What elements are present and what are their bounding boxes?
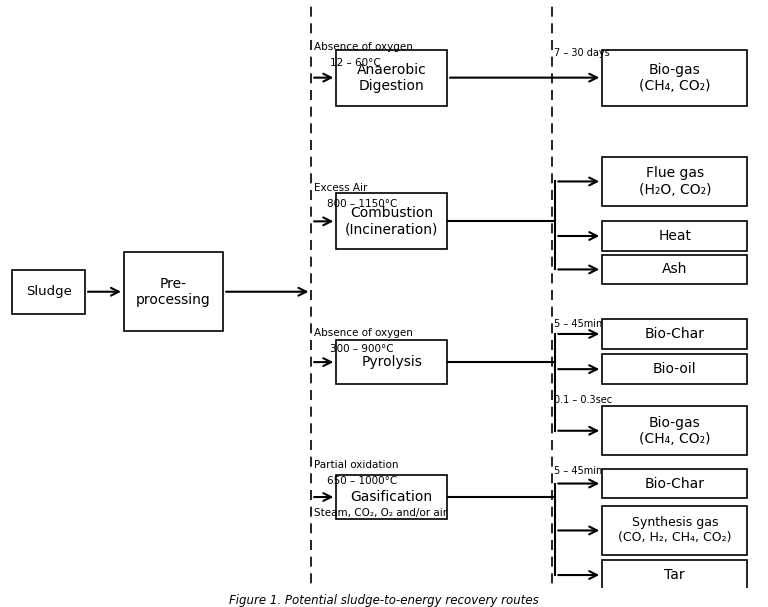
Text: Absence of oxygen: Absence of oxygen	[313, 328, 412, 337]
Text: Bio-Char: Bio-Char	[645, 327, 705, 341]
Text: Steam, CO₂, O₂ and/or air: Steam, CO₂, O₂ and/or air	[313, 508, 447, 518]
Text: Gasification: Gasification	[350, 490, 432, 504]
Text: 800 – 1150°C: 800 – 1150°C	[327, 198, 398, 209]
FancyBboxPatch shape	[602, 354, 747, 384]
Text: Partial oxidation: Partial oxidation	[313, 459, 398, 470]
Text: Bio-Char: Bio-Char	[645, 476, 705, 490]
FancyBboxPatch shape	[602, 319, 747, 348]
FancyBboxPatch shape	[602, 50, 747, 106]
Text: Tar: Tar	[664, 568, 685, 582]
Text: Absence of oxygen: Absence of oxygen	[313, 42, 412, 52]
Text: Pyrolysis: Pyrolysis	[361, 355, 422, 369]
FancyBboxPatch shape	[124, 252, 223, 331]
Text: Bio-gas
(CH₄, CO₂): Bio-gas (CH₄, CO₂)	[639, 63, 710, 93]
FancyBboxPatch shape	[336, 50, 447, 106]
FancyBboxPatch shape	[602, 407, 747, 455]
Text: 650 – 1000°C: 650 – 1000°C	[327, 476, 398, 486]
FancyBboxPatch shape	[336, 475, 447, 519]
Text: Anaerobic
Digestion: Anaerobic Digestion	[357, 63, 426, 93]
Text: Figure 1. Potential sludge-to-energy recovery routes: Figure 1. Potential sludge-to-energy rec…	[229, 594, 539, 607]
FancyBboxPatch shape	[336, 340, 447, 384]
FancyBboxPatch shape	[336, 194, 447, 249]
Text: 5 – 45min: 5 – 45min	[554, 466, 602, 476]
Text: Combustion
(Incineration): Combustion (Incineration)	[345, 206, 439, 237]
Text: Flue gas
(H₂O, CO₂): Flue gas (H₂O, CO₂)	[638, 166, 711, 197]
FancyBboxPatch shape	[12, 270, 85, 314]
Text: 300 – 900°C: 300 – 900°C	[330, 344, 394, 354]
Text: Bio-gas
(CH₄, CO₂): Bio-gas (CH₄, CO₂)	[639, 416, 710, 446]
FancyBboxPatch shape	[602, 469, 747, 498]
FancyBboxPatch shape	[602, 255, 747, 284]
Text: 12 – 60°C: 12 – 60°C	[330, 58, 381, 68]
FancyBboxPatch shape	[602, 157, 747, 206]
Text: Ash: Ash	[662, 262, 687, 276]
FancyBboxPatch shape	[602, 222, 747, 251]
Text: Heat: Heat	[658, 229, 691, 243]
Text: 5 – 45min: 5 – 45min	[554, 319, 602, 329]
Text: 0.1 – 0.3sec: 0.1 – 0.3sec	[554, 395, 612, 405]
FancyBboxPatch shape	[602, 506, 747, 555]
Text: Sludge: Sludge	[26, 285, 71, 298]
Text: Bio-oil: Bio-oil	[653, 362, 697, 376]
Text: Pre-
processing: Pre- processing	[136, 277, 211, 307]
FancyBboxPatch shape	[602, 560, 747, 589]
Text: 7 – 30 days: 7 – 30 days	[554, 48, 610, 58]
Text: Synthesis gas
(CO, H₂, CH₄, CO₂): Synthesis gas (CO, H₂, CH₄, CO₂)	[618, 517, 732, 544]
Text: Excess Air: Excess Air	[313, 183, 367, 193]
